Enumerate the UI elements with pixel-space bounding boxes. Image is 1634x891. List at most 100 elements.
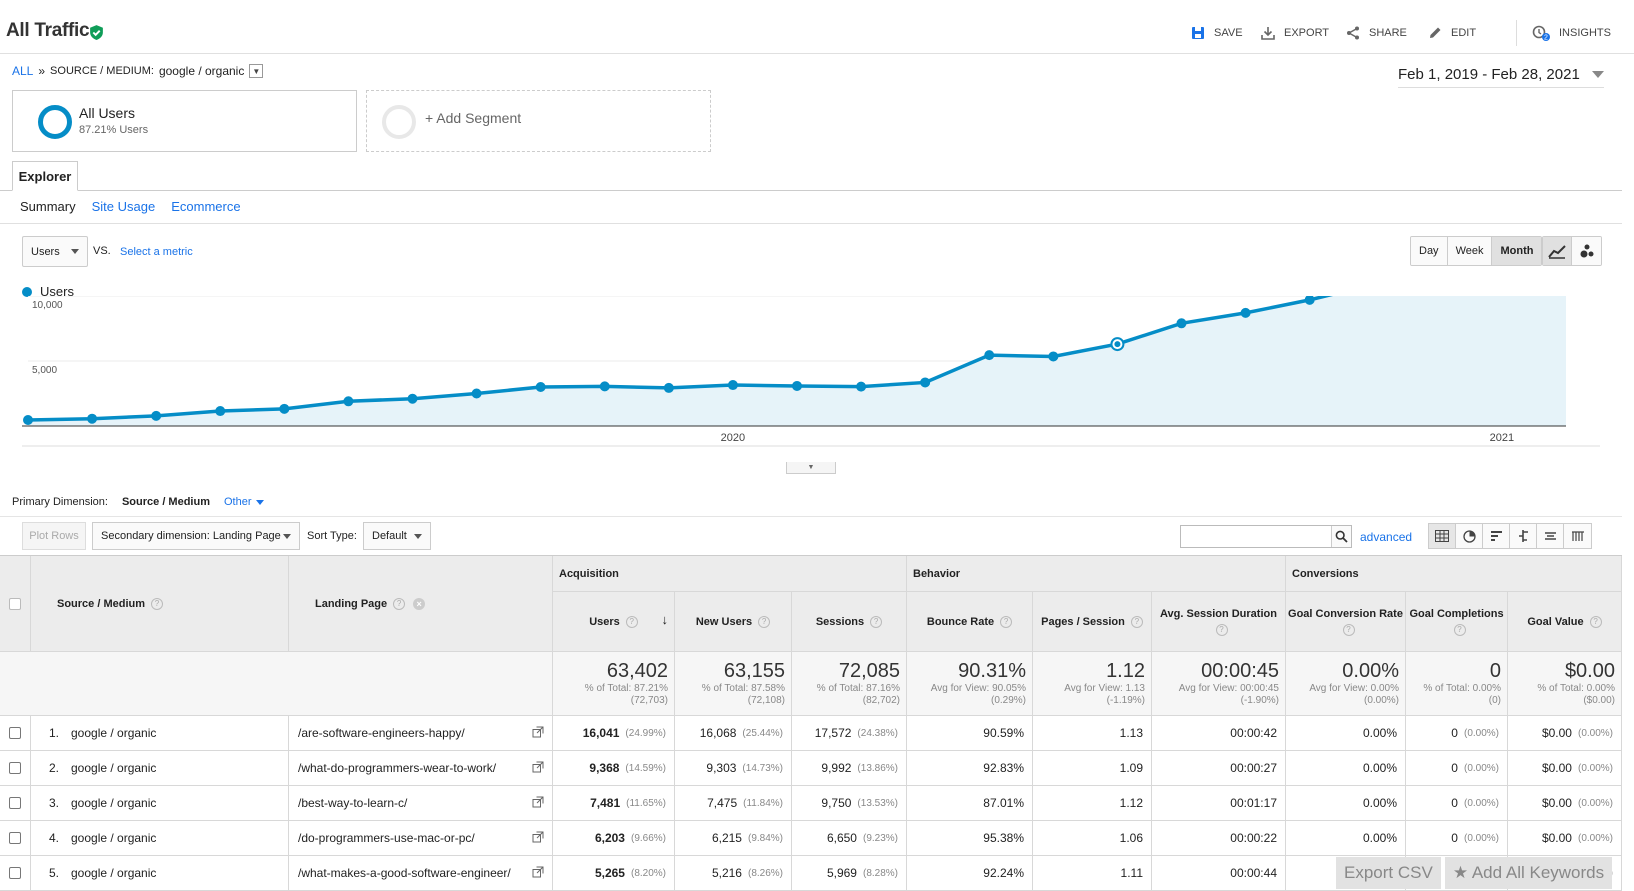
source-medium-link[interactable]: google / organic (71, 761, 157, 775)
external-link-icon[interactable] (532, 866, 544, 881)
data-view-button[interactable] (1429, 524, 1456, 548)
help-icon[interactable]: ? (1589, 615, 1602, 628)
segment-all-users[interactable]: All Users 87.21% Users (12, 90, 357, 152)
add-all-keywords-button[interactable]: ★ Add All Keywords (1444, 857, 1613, 889)
subtab-site-usage[interactable]: Site Usage (91, 199, 156, 214)
share-button[interactable]: SHARE (1345, 23, 1407, 43)
add-segment-button[interactable]: + Add Segment (366, 90, 711, 152)
row-checkbox[interactable] (9, 832, 21, 844)
data-point-2019-05[interactable] (215, 406, 226, 417)
data-point-2019-04[interactable] (151, 410, 162, 421)
header-landing-page[interactable]: Landing Page? × (289, 556, 553, 652)
column-header-pages-session[interactable]: Pages / Session? (1033, 592, 1152, 652)
comparison-view-button[interactable] (1510, 524, 1537, 548)
landing-page-link[interactable]: /best-way-to-learn-c/ (298, 796, 408, 810)
select-all-checkbox[interactable] (9, 597, 21, 610)
data-point-2019-08[interactable] (407, 393, 418, 404)
metric-select[interactable]: Users (22, 236, 88, 267)
performance-view-button[interactable] (1483, 524, 1510, 548)
line-chart-button[interactable] (1543, 237, 1572, 265)
select-metric-link[interactable]: Select a metric (120, 246, 193, 258)
data-point-2019-02[interactable] (23, 415, 33, 426)
data-point-2020-02[interactable] (792, 380, 802, 391)
data-point-2020-08[interactable] (1176, 318, 1187, 329)
source-medium-link[interactable]: google / organic (71, 796, 157, 810)
pivot-view-button[interactable] (1564, 524, 1591, 548)
table-search-input[interactable] (1181, 526, 1331, 547)
help-icon[interactable]: ? (1453, 623, 1466, 636)
data-point-2020-05[interactable] (984, 350, 995, 361)
data-point-2020-10[interactable] (1304, 296, 1315, 305)
landing-page-link[interactable]: /do-programmers-use-mac-or-pc/ (298, 831, 475, 845)
term-cloud-view-button[interactable] (1537, 524, 1564, 548)
advanced-filter-link[interactable]: advanced (1360, 530, 1413, 544)
row-checkbox[interactable] (9, 762, 21, 774)
help-icon[interactable]: ? (1130, 615, 1143, 628)
source-medium-link[interactable]: google / organic (71, 726, 157, 740)
row-checkbox[interactable] (9, 727, 21, 739)
data-point-2020-06[interactable] (1048, 351, 1059, 362)
primary-dimension-source-medium[interactable]: Source / Medium (121, 496, 210, 508)
column-header-users[interactable]: Users? ↓ (553, 592, 675, 652)
help-icon[interactable]: ? (625, 615, 638, 628)
data-point-2020-03[interactable] (856, 381, 867, 392)
insights-button[interactable]: 2 INSIGHTS (1531, 23, 1611, 43)
external-link-icon[interactable] (532, 761, 544, 776)
help-icon[interactable]: ? (1342, 623, 1355, 636)
source-medium-link[interactable]: google / organic (71, 866, 157, 880)
landing-page-link[interactable]: /are-software-engineers-happy/ (298, 726, 465, 740)
row-checkbox[interactable] (9, 797, 21, 809)
data-point-2019-09[interactable] (471, 388, 482, 399)
data-point-2019-03[interactable] (87, 413, 98, 424)
export-csv-button[interactable]: Export CSV (1336, 857, 1441, 889)
subtab-summary[interactable]: Summary (20, 199, 76, 214)
data-point-2019-06[interactable] (279, 403, 290, 414)
header-source-medium[interactable]: Source / Medium? (31, 556, 289, 652)
data-point-2019-11[interactable] (599, 381, 610, 392)
period-week-button[interactable]: Week (1447, 237, 1493, 265)
export-button[interactable]: EXPORT (1260, 23, 1329, 43)
row-checkbox[interactable] (9, 867, 21, 879)
help-icon[interactable]: ? (870, 615, 883, 628)
breadcrumb-dropdown[interactable]: ▼ (249, 64, 264, 78)
data-point-2019-12[interactable] (663, 382, 674, 393)
search-button[interactable] (1331, 526, 1351, 547)
column-header-new-users[interactable]: New Users? (675, 592, 792, 652)
source-medium-link[interactable]: google / organic (71, 831, 157, 845)
data-point-2019-07[interactable] (343, 396, 354, 407)
save-button[interactable]: SAVE (1190, 23, 1243, 43)
period-day-button[interactable]: Day (1411, 237, 1448, 265)
motion-chart-button[interactable] (1572, 237, 1601, 265)
breadcrumb-all-link[interactable]: ALL (12, 64, 34, 78)
help-icon[interactable]: ? (758, 615, 771, 628)
secondary-dimension-select[interactable]: Secondary dimension: Landing Page (92, 522, 300, 550)
column-header-sessions[interactable]: Sessions? (792, 592, 907, 652)
percentage-view-button[interactable] (1456, 524, 1483, 548)
data-point-2020-04[interactable] (920, 377, 931, 388)
column-header-avg-session-duration[interactable]: Avg. Session Duration? (1152, 592, 1286, 652)
remove-dimension-icon[interactable]: × (413, 597, 426, 610)
column-header-goal-conversion-rate[interactable]: Goal Conversion Rate? (1286, 592, 1406, 652)
tab-explorer[interactable]: Explorer (12, 161, 78, 191)
data-point-2019-10[interactable] (535, 382, 546, 392)
date-range-picker[interactable]: Feb 1, 2019 - Feb 28, 2021 (1398, 66, 1604, 88)
plot-rows-button[interactable]: Plot Rows (22, 522, 86, 550)
users-line-chart[interactable]: 10,000 5,000 2020 2021 (0, 296, 1634, 476)
column-header-bounce-rate[interactable]: Bounce Rate? (907, 592, 1033, 652)
external-link-icon[interactable] (532, 796, 544, 811)
column-header-goal-value[interactable]: Goal Value? (1508, 592, 1622, 652)
landing-page-link[interactable]: /what-makes-a-good-software-engineer/ (298, 866, 511, 880)
help-icon[interactable]: ? (393, 597, 406, 610)
primary-dimension-other[interactable]: Other (224, 496, 264, 508)
help-icon[interactable]: ? (1000, 615, 1013, 628)
help-icon[interactable]: ? (1215, 623, 1228, 636)
data-point-2020-09[interactable] (1240, 307, 1251, 318)
landing-page-link[interactable]: /what-do-programmers-wear-to-work/ (298, 761, 497, 775)
subtab-ecommerce[interactable]: Ecommerce (171, 199, 241, 214)
period-month-button[interactable]: Month (1492, 237, 1542, 265)
external-link-icon[interactable] (532, 726, 544, 741)
chart-collapse-toggle[interactable]: ▼ (786, 462, 836, 474)
sort-descending-icon[interactable]: ↓ (661, 612, 669, 627)
sort-type-select[interactable]: Default (363, 522, 431, 550)
edit-button[interactable]: EDIT (1427, 23, 1476, 43)
